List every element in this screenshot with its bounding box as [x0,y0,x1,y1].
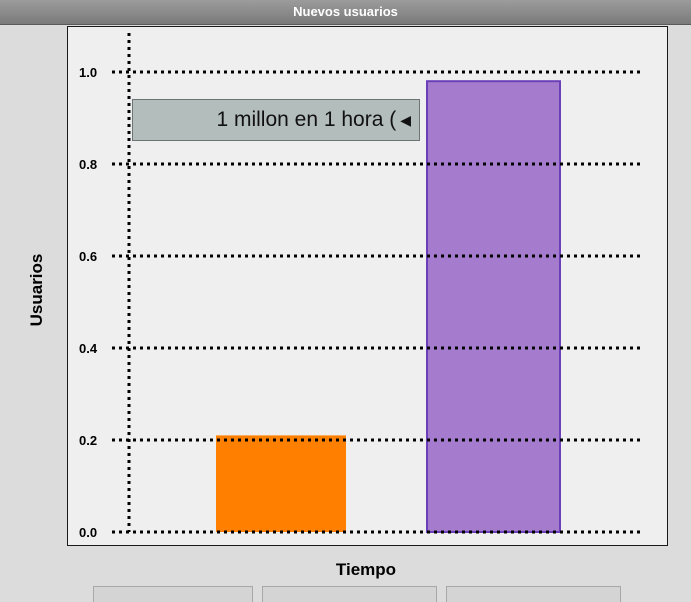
bar-2 [426,80,561,533]
annotation-text: 1 millon en 1 hora ( [216,108,397,131]
y-tick-label: 0.8 [79,157,97,172]
bottom-tab-2[interactable] [262,586,437,602]
bottom-tab-3[interactable] [446,586,621,602]
y-tick-label: 0.4 [79,341,98,356]
x-axis-label: Tiempo [335,560,397,579]
bar-1 [216,435,346,532]
window-title: Nuevos usuarios [0,0,691,25]
left-triangle-icon: ◀ [400,111,411,128]
y-axis-label: Usuarios [27,253,46,327]
annotation-box[interactable]: 1 millon en 1 hora ( ◀ [132,99,420,141]
bottom-tab-1[interactable] [93,586,253,602]
y-tick-label: 0.2 [79,433,97,448]
y-tick-label: 0.6 [79,249,97,264]
y-tick-label: 0.0 [79,525,97,540]
y-tick-label: 1.0 [79,65,97,80]
